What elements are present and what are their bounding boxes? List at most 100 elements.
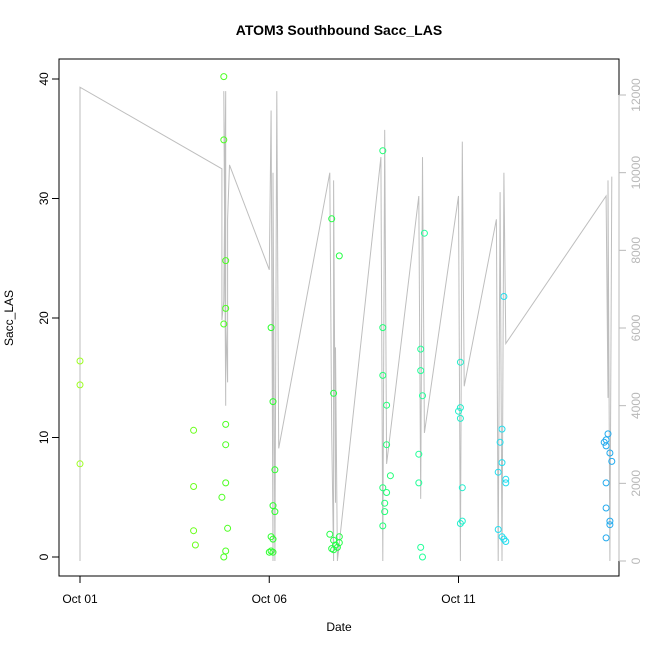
data-point: [269, 502, 277, 510]
data-point: [456, 414, 464, 422]
data-point: [456, 520, 464, 527]
data-point: [419, 392, 426, 400]
data-point: [224, 524, 232, 532]
data-point: [220, 73, 228, 81]
data-point: [267, 547, 275, 555]
data-point: [328, 215, 336, 223]
y-tick-label: 30: [37, 192, 51, 206]
data-point: [420, 229, 428, 237]
data-point: [456, 358, 464, 366]
y-tick-label: 40: [37, 72, 51, 86]
data-point: [76, 460, 84, 468]
data-point: [415, 450, 423, 458]
data-point: [608, 457, 616, 465]
data-point: [271, 508, 279, 516]
data-point: [190, 426, 198, 434]
data-point: [455, 407, 462, 415]
data-point: [271, 466, 279, 474]
data-point: [330, 389, 338, 397]
data-point: [606, 449, 614, 457]
data-point: [419, 553, 426, 561]
data-point: [383, 401, 391, 409]
data-point: [458, 484, 466, 492]
data-point: [267, 324, 275, 332]
y-axis-label: Sacc_LAS: [2, 290, 16, 346]
data-point: [606, 517, 614, 525]
line-series-layer: [79, 86, 613, 562]
y2-tick-label: 4000: [629, 392, 643, 419]
data-point: [335, 252, 343, 260]
data-point: [222, 479, 230, 487]
data-point: [600, 438, 608, 446]
data-point: [191, 541, 199, 549]
data-point: [602, 479, 610, 487]
plot-frame: [58, 58, 620, 577]
data-point: [222, 547, 230, 555]
data-point: [498, 459, 506, 467]
data-point: [496, 438, 504, 446]
data-point: [602, 442, 610, 450]
x-tick-label: Oct 06: [252, 592, 288, 606]
data-point: [379, 522, 387, 530]
data-point: [383, 441, 391, 449]
data-point: [222, 441, 230, 449]
data-point: [500, 293, 508, 300]
data-point: [269, 535, 277, 543]
data-point: [415, 479, 423, 487]
data-point: [381, 499, 389, 507]
data-point: [269, 548, 277, 556]
data-point: [386, 472, 394, 480]
line-series: [79, 86, 613, 562]
data-point: [222, 257, 230, 265]
data-point: [502, 479, 510, 487]
x-axis-label: Date: [326, 620, 352, 634]
data-point: [190, 483, 198, 490]
y-tick-label: 0: [37, 553, 51, 560]
data-point: [498, 425, 506, 433]
data-point: [269, 398, 277, 406]
data-point: [502, 475, 510, 483]
y2-tick-label: 12000: [629, 78, 643, 112]
y-tick-label: 10: [37, 431, 51, 445]
data-point: [494, 526, 502, 533]
data-point: [379, 147, 387, 155]
data-point: [222, 420, 230, 428]
data-point: [379, 371, 387, 379]
data-point: [335, 539, 343, 547]
y2-tick-label: 8000: [629, 237, 643, 264]
x-tick-label: Oct 11: [441, 592, 476, 606]
data-point: [602, 534, 610, 542]
data-point: [379, 324, 387, 332]
points-layer: [76, 73, 616, 561]
y-axis-left: 0 10 20 30 40: [37, 72, 60, 560]
data-point: [265, 548, 273, 556]
data-point: [220, 553, 228, 561]
data-point: [383, 489, 391, 496]
x-tick-label: Oct 01: [62, 592, 98, 606]
data-point: [222, 304, 230, 312]
y2-tick-label: 10000: [629, 156, 643, 190]
data-point: [604, 430, 612, 438]
data-point: [330, 546, 338, 554]
data-point: [326, 530, 334, 538]
data-point: [379, 484, 387, 492]
data-point: [417, 367, 425, 375]
data-point: [220, 136, 228, 144]
data-point: [381, 508, 389, 516]
data-point: [76, 357, 84, 365]
data-point: [220, 320, 228, 328]
chart-title: ATOM3 Southbound Sacc_LAS: [236, 22, 442, 38]
y2-tick-label: 2000: [629, 470, 643, 497]
data-point: [606, 521, 614, 529]
data-point: [218, 493, 226, 501]
y2-tick-label: 0: [629, 557, 643, 564]
data-point: [417, 345, 425, 353]
data-point: [456, 404, 464, 412]
data-point: [602, 504, 610, 512]
y2-tick-label: 6000: [629, 314, 643, 341]
data-point: [494, 468, 502, 476]
data-point: [333, 543, 341, 551]
data-point: [76, 381, 84, 389]
y-axis-right: 0 2000 4000 6000 8000 10000 12000: [618, 78, 643, 564]
